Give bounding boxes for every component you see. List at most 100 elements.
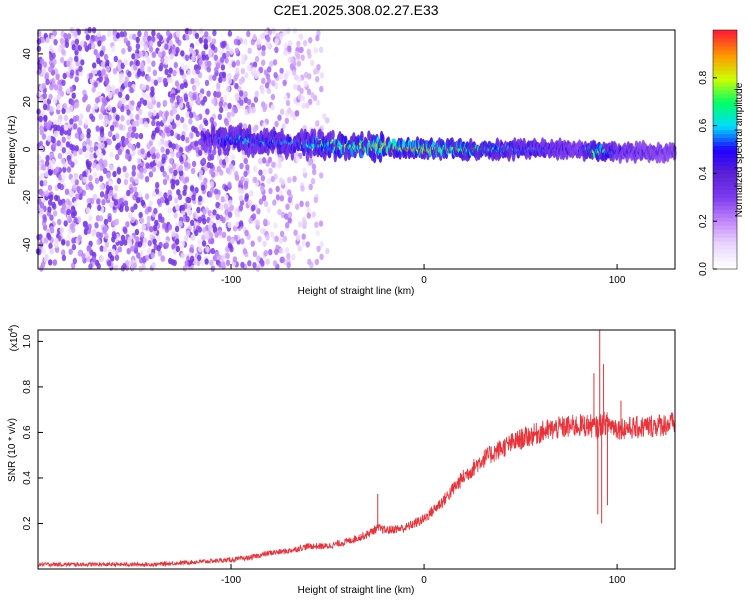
- heatmap-cell: [135, 43, 141, 50]
- heatmap-cell: [71, 44, 77, 51]
- heatmap-cell: [240, 176, 245, 183]
- heatmap-cell: [66, 234, 71, 241]
- heatmap-cell: [61, 147, 66, 154]
- heatmap-cell: [287, 189, 292, 196]
- heatmap-cell: [91, 230, 96, 237]
- heatmap-cell: [79, 113, 84, 120]
- heatmap-cell: [61, 173, 66, 180]
- heatmap-cell: [282, 235, 287, 242]
- heatmap-cell: [78, 148, 83, 155]
- heatmap-cell: [246, 64, 251, 71]
- heatmap-cell: [185, 216, 190, 223]
- heatmap-cell: [61, 254, 67, 262]
- heatmap-cell: [287, 176, 292, 184]
- heatmap-cell: [76, 185, 81, 193]
- heatmap-cell: [222, 159, 227, 166]
- heatmap-cell: [42, 103, 48, 111]
- heatmap-cell: [277, 114, 282, 121]
- heatmap-cell: [152, 238, 157, 245]
- heatmap-cell: [225, 85, 231, 93]
- heatmap-cell: [181, 204, 186, 211]
- heatmap-cell: [182, 189, 187, 196]
- heatmap-cell: [252, 250, 258, 257]
- heatmap-cell: [135, 36, 140, 43]
- heatmap-cell: [201, 54, 206, 61]
- heatmap-cell: [260, 259, 265, 267]
- heatmap-cell: [51, 77, 56, 85]
- heatmap-cell: [88, 174, 93, 182]
- heatmap-cell: [217, 254, 222, 261]
- heatmap-cell: [306, 88, 312, 96]
- heatmap-cell: [219, 48, 224, 56]
- heatmap-cell: [294, 110, 300, 117]
- heatmap-cell: [168, 141, 173, 148]
- heatmap-cell: [39, 180, 44, 187]
- heatmap-cell: [124, 138, 129, 146]
- colorbar-cell: [713, 173, 737, 178]
- heatmap-cell: [280, 256, 285, 263]
- heatmap-cell: [51, 158, 56, 166]
- heatmap-cell: [125, 153, 130, 160]
- heatmap-cell: [277, 162, 282, 169]
- heatmap-cell: [252, 126, 257, 133]
- heatmap-cell: [218, 76, 223, 84]
- heatmap-cell: [246, 30, 251, 37]
- heatmap-cell: [198, 28, 204, 35]
- heatmap-cell: [136, 142, 141, 149]
- colorbar-cell: [713, 30, 737, 35]
- heatmap-cell: [170, 151, 175, 158]
- heatmap-cell: [315, 76, 320, 83]
- heatmap-cell: [118, 91, 123, 98]
- heatmap-cell: [127, 236, 132, 243]
- heatmap-cell: [230, 237, 235, 245]
- heatmap-cell: [197, 254, 202, 262]
- heatmap-cell: [295, 234, 301, 241]
- heatmap-cell: [99, 255, 105, 263]
- colorbar-cell: [713, 229, 737, 234]
- heatmap-cell: [95, 163, 101, 170]
- chart-title: C2E1.2025.308.02.27.E33: [273, 2, 438, 18]
- heatmap-cell: [127, 126, 133, 133]
- heatmap-cell: [103, 218, 109, 226]
- heatmap-cell: [183, 161, 189, 168]
- heatmap-cell: [161, 157, 166, 164]
- heatmap-cell: [151, 30, 156, 37]
- heatmap-cell: [74, 145, 80, 152]
- heatmap-cell: [233, 234, 238, 242]
- heatmap-cell: [181, 176, 186, 183]
- heatmap-cell: [184, 176, 190, 183]
- heatmap-cell: [73, 216, 78, 224]
- heatmap-cell: [130, 245, 135, 252]
- heatmap-cell: [253, 165, 258, 172]
- heatmap-cell: [210, 247, 215, 255]
- heatmap-cell: [83, 220, 89, 228]
- heatmap-cell: [157, 250, 163, 257]
- heatmap-cell: [71, 92, 76, 99]
- heatmap-cell: [148, 200, 153, 207]
- heatmap-cell: [224, 57, 229, 64]
- heatmap-cell: [91, 86, 96, 93]
- heatmap-cell: [318, 220, 324, 227]
- heatmap-cell: [97, 70, 102, 77]
- heatmap-cell: [98, 76, 103, 83]
- heatmap-cell: [218, 100, 223, 108]
- heatmap-cell: [214, 231, 219, 238]
- colorbar-cell: [713, 129, 737, 135]
- heatmap-cell: [319, 241, 324, 248]
- heatmap-cell: [152, 109, 157, 117]
- heatmap-cell: [149, 161, 155, 168]
- heatmap-cell: [322, 113, 327, 120]
- heatmap-cell: [162, 117, 167, 124]
- heatmap-cell: [207, 60, 212, 67]
- heatmap-cell: [76, 216, 82, 223]
- colorbar-tick-label: 0.4: [698, 166, 709, 180]
- heatmap-cell: [44, 253, 49, 261]
- heatmap-cell: [126, 189, 131, 197]
- heatmap-cell: [148, 171, 154, 178]
- heatmap-cell: [38, 140, 44, 148]
- heatmap-cell: [190, 255, 195, 262]
- heatmap-cell: [138, 51, 143, 58]
- heatmap-cell: [305, 241, 310, 248]
- heatmap-cell: [52, 58, 57, 66]
- heatmap-cell: [40, 37, 45, 44]
